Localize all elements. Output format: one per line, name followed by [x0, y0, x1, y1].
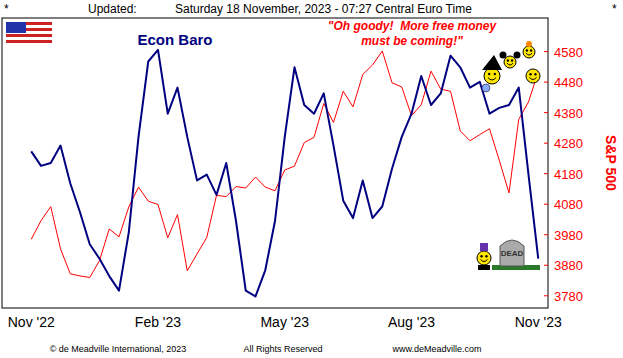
x-tick-label: Nov '23: [515, 314, 562, 330]
y2-tick-label: 4580: [554, 45, 583, 60]
emoticon: [482, 55, 502, 84]
flag-union: [6, 22, 26, 33]
x-tick-label: Nov '22: [8, 314, 55, 330]
series-label: S&P 500: [603, 135, 619, 191]
y2-tick-label: 3780: [554, 289, 583, 304]
flag-stripe: [6, 40, 52, 43]
series-line: [31, 50, 538, 297]
tombstone-text: DEAD: [501, 249, 524, 258]
emoticon: [477, 243, 491, 270]
plot-frame: [2, 18, 548, 308]
y2-tick-label: 3880: [554, 258, 583, 273]
series-line: [31, 51, 538, 278]
footer-copyright: © de Meadville International, 2023: [50, 344, 187, 354]
background: [0, 0, 623, 358]
annotation: must be coming!": [361, 34, 463, 48]
y2-tick-label: 3980: [554, 228, 583, 243]
tick: [544, 112, 548, 113]
priest-hat: [480, 243, 488, 251]
emoticon-eye: [534, 73, 536, 75]
flag-stripe: [6, 34, 52, 37]
chart: * Updated: Saturday 18 November, 2023 - 07…: [0, 0, 623, 358]
emoticon-eye: [507, 59, 509, 61]
emoticon-eye: [494, 73, 496, 75]
tick: [544, 82, 548, 83]
plot-lines: [31, 50, 538, 297]
emoticon-face: [477, 251, 491, 265]
y2-tick-label: 4080: [554, 197, 583, 212]
emoticon-eye: [526, 49, 528, 51]
y2-tick-label: 4380: [554, 106, 583, 121]
emoticon-mouth: [530, 77, 537, 79]
emoticon-face: [526, 69, 540, 83]
tick: [544, 265, 548, 266]
emoticon: [500, 52, 521, 69]
footer-website: www.deMeadville.com: [391, 344, 481, 354]
tick: [544, 173, 548, 174]
witch-hat: [482, 55, 502, 70]
crystal-ball: [482, 84, 490, 92]
header-mark: *: [4, 2, 9, 16]
emoticon-mouth: [526, 53, 532, 55]
emoticon-eye: [480, 255, 482, 257]
emoticon-face: [484, 68, 500, 84]
emoticon-eye: [530, 49, 532, 51]
y2-tick-label: 4280: [554, 136, 583, 151]
tick: [544, 234, 548, 235]
header-mark: *: [612, 2, 617, 16]
emoticon-eye: [511, 59, 513, 61]
emoticon: [526, 69, 540, 83]
tick: [544, 295, 548, 296]
y2-tick-label: 4480: [554, 75, 583, 90]
flag-stripe: [6, 37, 52, 40]
x-tick-label: May '23: [260, 314, 309, 330]
x-tick-label: Feb '23: [135, 314, 181, 330]
decorations: [477, 41, 540, 270]
tombstone: [500, 240, 524, 266]
tick: [544, 143, 548, 144]
header-timestamp: Saturday 18 November, 2023 - 07:27 Centr…: [175, 2, 472, 16]
flag: [6, 22, 52, 43]
annotation: "Oh goody! More free money: [328, 19, 498, 33]
mouse-ear: [514, 52, 521, 59]
emoticon-mouth: [481, 259, 488, 261]
emoticon-mouth: [488, 78, 496, 80]
x-tick-label: Aug '23: [388, 314, 435, 330]
emoticon-eye: [488, 73, 490, 75]
tick: [544, 51, 548, 52]
clown-hair: [526, 41, 532, 47]
emoticon-eye: [485, 255, 487, 257]
series-label: Econ Baro: [137, 31, 212, 48]
emoticon-face: [504, 56, 516, 68]
emoticon-face: [523, 46, 535, 58]
y2-tick-label: 4180: [554, 167, 583, 182]
footer-rights: All Rights Reserved: [243, 344, 322, 354]
emoticon-eye: [529, 73, 531, 75]
mouse-ear: [500, 52, 507, 59]
tick: [544, 204, 548, 205]
emoticon: [523, 41, 535, 58]
emoticon-mouth: [507, 63, 513, 65]
priest-robe: [478, 265, 490, 270]
header-label: Updated:: [88, 2, 137, 16]
page: {"header": {"left_mark": "*", "updated_l…: [0, 0, 623, 358]
